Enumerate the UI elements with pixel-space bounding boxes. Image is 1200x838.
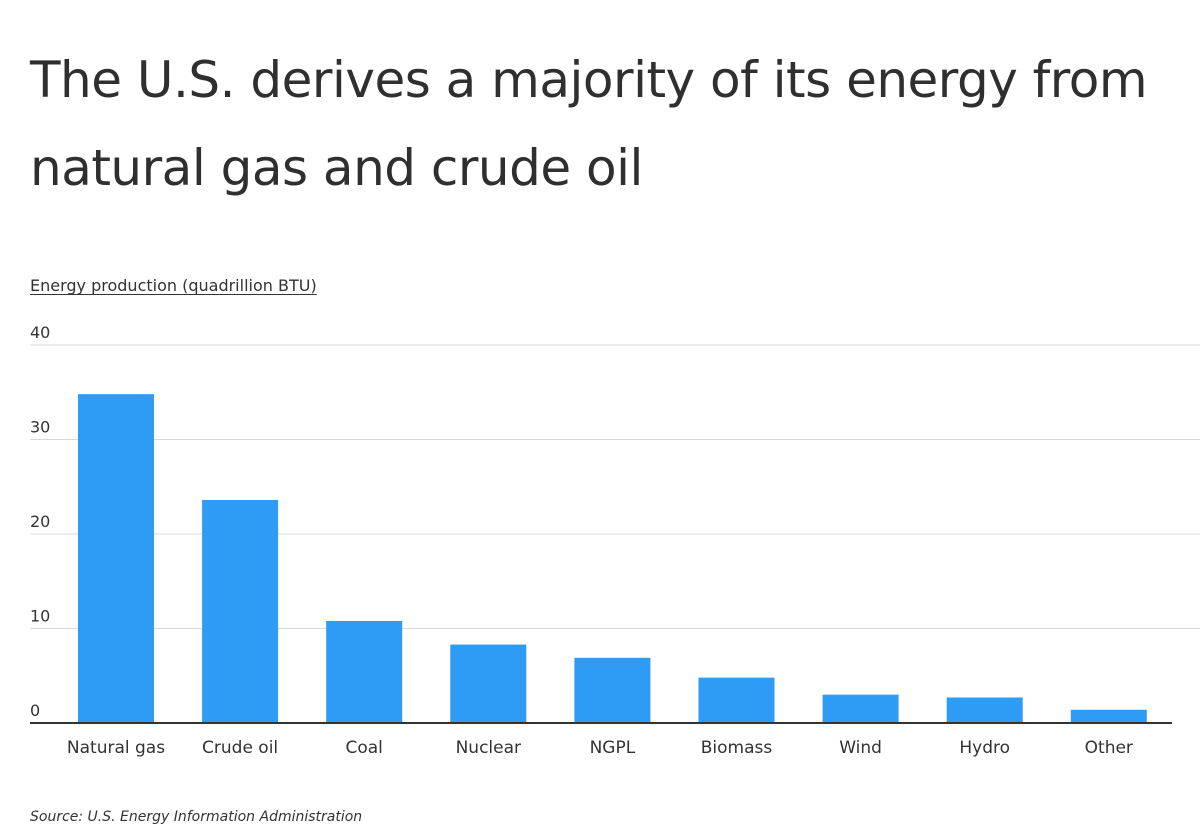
y-tick-label: 10	[30, 607, 50, 626]
source-note: Source: U.S. Energy Information Administ…	[30, 809, 363, 825]
bar-natural-gas	[78, 394, 154, 723]
bar-crude-oil	[202, 499, 279, 723]
y-tick-label: 30	[30, 418, 50, 437]
y-tick-label: 40	[30, 323, 50, 342]
bar-nuclear	[450, 644, 527, 723]
x-tick-label: Crude oil	[202, 738, 278, 758]
y-tick-label: 0	[30, 701, 40, 720]
x-tick-label: Other	[1085, 738, 1133, 758]
y-axis-label: Energy production (quadrillion BTU)	[30, 276, 317, 295]
x-axis-labels: Natural gas Crude oil Coal Nuclear NGPL Bioma…	[67, 738, 1133, 758]
bar-coal	[326, 620, 403, 723]
bar-chart: 0 10 20 30 40 Natural gas Crude oil Coal Nuclea…	[30, 323, 1200, 758]
x-tick-label: Wind	[839, 738, 882, 758]
x-tick-label: Nuclear	[456, 738, 521, 758]
x-tick-label: Biomass	[701, 738, 773, 758]
x-tick-label: Coal	[345, 738, 382, 758]
bar-wind	[822, 694, 899, 723]
x-tick-label: NGPL	[590, 738, 636, 758]
bar-other	[1070, 709, 1147, 723]
bar-biomass	[698, 677, 775, 723]
chart-title: The U.S. derives a majority of its energ…	[30, 51, 1148, 197]
y-axis-ticks: 0 10 20 30 40	[30, 323, 50, 720]
bars	[78, 394, 1147, 723]
y-tick-label: 20	[30, 512, 50, 531]
bar-ngpl	[574, 657, 651, 723]
bar-hydro	[946, 697, 1023, 723]
x-tick-label: Natural gas	[67, 738, 165, 758]
x-tick-label: Hydro	[959, 738, 1010, 758]
